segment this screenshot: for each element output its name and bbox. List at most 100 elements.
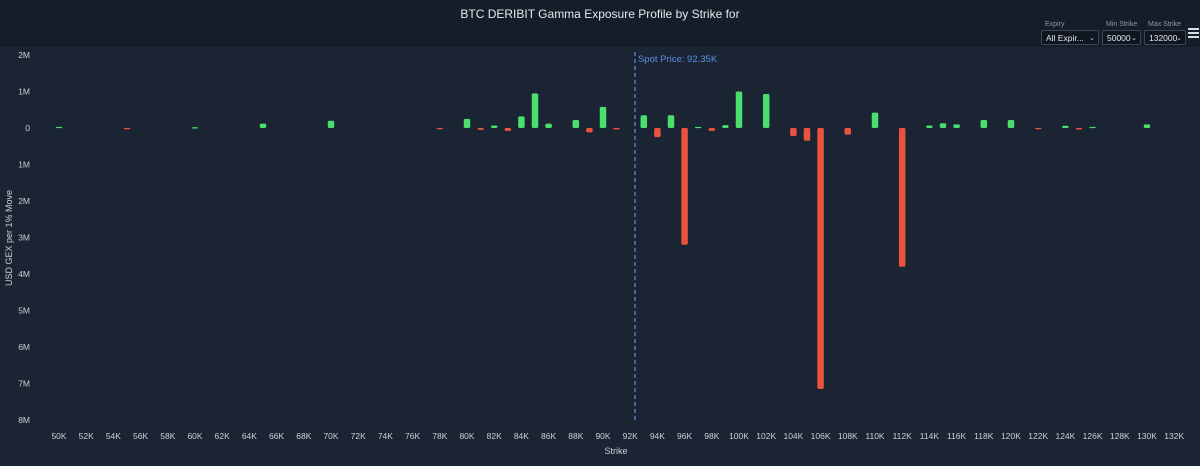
x-axis-title: Strike [604, 446, 627, 456]
gex-bar[interactable] [722, 125, 729, 128]
x-tick-label: 104K [783, 431, 803, 441]
gex-bar[interactable] [735, 91, 743, 129]
gex-bar[interactable] [55, 126, 63, 129]
gex-bar[interactable] [708, 128, 716, 131]
max-strike-label: Max Strike [1148, 21, 1182, 28]
max-strike-control[interactable]: Max Strike 132000 ⌄ [1144, 21, 1186, 45]
gex-bar[interactable] [259, 123, 267, 128]
x-tick-label: 110K [865, 431, 885, 441]
x-tick-label: 60K [187, 431, 202, 441]
x-tick-label: 80K [459, 431, 474, 441]
x-tick-label: 76K [405, 431, 420, 441]
x-axis-ticks: 50K 52K 54K 56K 58K 60K 62K 64K 66K 68K 70K 72K 74K 7… [51, 431, 1184, 441]
expiry-select[interactable]: All Expir... ⌄ [1041, 30, 1099, 45]
min-strike-value: 50000 [1107, 33, 1131, 43]
y-tick-label: 2M [18, 196, 30, 206]
gex-bar[interactable] [1089, 126, 1096, 129]
gex-bar[interactable] [898, 128, 906, 267]
x-tick-label: 132K [1164, 431, 1184, 441]
y-tick-label: 5M [18, 306, 30, 316]
gex-bars [55, 91, 1151, 389]
gex-bar[interactable] [123, 128, 131, 130]
x-tick-label: 96K [677, 431, 692, 441]
header-bar [0, 0, 1200, 47]
y-tick-label: 0 [25, 123, 30, 133]
gex-bar[interactable] [1062, 125, 1069, 128]
gex-bar[interactable] [953, 124, 960, 128]
gex-bar[interactable] [640, 115, 648, 128]
gex-bar[interactable] [586, 128, 593, 133]
y-axis-title: USD GEX per 1% Move [4, 190, 14, 286]
x-tick-label: 70K [323, 431, 338, 441]
x-tick-label: 114K [920, 431, 940, 441]
x-tick-label: 100K [729, 431, 749, 441]
gex-bar[interactable] [654, 128, 661, 138]
x-tick-label: 64K [242, 431, 257, 441]
y-tick-label: 2M [18, 50, 30, 60]
gex-bar[interactable] [327, 120, 335, 128]
gex-bar[interactable] [504, 128, 512, 131]
x-tick-label: 124K [1055, 431, 1075, 441]
x-tick-label: 130K [1137, 431, 1157, 441]
x-tick-label: 74K [378, 431, 393, 441]
x-tick-label: 122K [1028, 431, 1048, 441]
y-tick-label: 7M [18, 379, 30, 389]
gex-bar[interactable] [531, 93, 539, 128]
x-tick-label: 86K [541, 431, 556, 441]
max-strike-select[interactable]: 132000 ⌄ [1144, 30, 1186, 45]
gex-bar[interactable] [545, 123, 552, 128]
gex-bar[interactable] [1075, 128, 1083, 130]
gex-bar[interactable] [667, 115, 675, 128]
y-axis-ticks: 2M 1M 0 1M 2M 3M 4M 5M 6M 7M 8M [18, 50, 30, 425]
max-strike-value: 132000 [1149, 33, 1178, 43]
y-tick-label: 1M [18, 87, 30, 97]
x-tick-label: 58K [160, 431, 175, 441]
gex-bar[interactable] [980, 119, 988, 128]
x-tick-label: 116K [947, 431, 967, 441]
gex-bar[interactable] [1007, 119, 1015, 128]
gex-bar[interactable] [572, 119, 580, 128]
x-tick-label: 66K [269, 431, 284, 441]
gex-bar[interactable] [436, 128, 444, 130]
min-strike-select[interactable]: 50000 ⌄ [1102, 30, 1141, 45]
expiry-label: Expiry [1045, 21, 1065, 28]
gex-bar[interactable] [599, 106, 607, 128]
gex-bar[interactable] [613, 128, 620, 130]
gex-bar[interactable] [518, 116, 525, 128]
gex-bar[interactable] [477, 128, 484, 130]
gex-bar[interactable] [1034, 128, 1042, 130]
chart-title: BTC DERIBIT Gamma Exposure Profile by St… [460, 7, 740, 21]
gex-bar[interactable] [191, 127, 199, 129]
gex-bar[interactable] [694, 126, 702, 129]
gex-bar[interactable] [939, 123, 947, 128]
chevron-down-icon: ⌄ [1131, 35, 1137, 42]
gex-bar[interactable] [681, 128, 688, 245]
gex-bar[interactable] [463, 118, 471, 129]
x-tick-label: 54K [106, 431, 121, 441]
gex-bar[interactable] [844, 128, 852, 135]
spot-price-label: Spot Price: 92.35K [638, 54, 718, 65]
min-strike-control[interactable]: Min Strike 50000 ⌄ [1102, 21, 1141, 45]
hamburger-menu-icon[interactable] [1188, 28, 1199, 38]
x-tick-label: 126K [1083, 431, 1103, 441]
y-tick-label: 4M [18, 269, 30, 279]
min-strike-label: Min Strike [1106, 21, 1138, 28]
gex-bar[interactable] [803, 128, 811, 141]
gex-bar[interactable] [762, 94, 770, 128]
gex-bar[interactable] [926, 125, 933, 128]
expiry-control[interactable]: Expiry All Expir... ⌄ [1041, 21, 1099, 45]
x-tick-label: 120K [1001, 431, 1021, 441]
x-tick-label: 98K [704, 431, 719, 441]
x-tick-label: 52K [79, 431, 94, 441]
gex-bar[interactable] [1143, 124, 1151, 128]
y-tick-label: 3M [18, 233, 30, 243]
gex-bar[interactable] [871, 112, 879, 128]
x-tick-label: 72K [351, 431, 366, 441]
gex-bar[interactable] [790, 128, 797, 137]
gex-bar[interactable] [490, 125, 498, 128]
x-tick-label: 88K [568, 431, 583, 441]
x-tick-label: 108K [838, 431, 858, 441]
x-tick-label: 84K [514, 431, 529, 441]
gex-bar[interactable] [817, 128, 824, 389]
